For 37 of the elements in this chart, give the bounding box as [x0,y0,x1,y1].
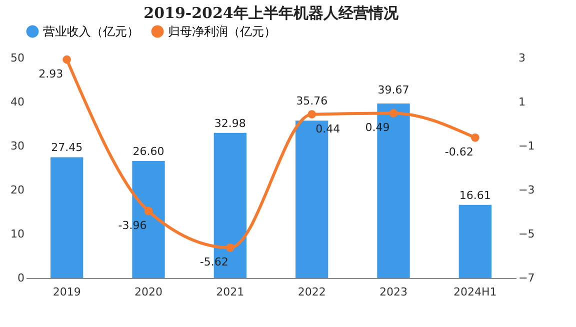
data-label: 26.60 [132,144,164,158]
x-tick-label: 2021 [216,286,244,298]
y-tick-label: 20 [10,184,24,196]
legend-label: 营业收入（亿元） [43,24,139,39]
data-label: 39.67 [378,83,410,96]
y-tick-label: 30 [10,140,24,152]
point [470,133,480,142]
data-label: 2.93 [38,68,64,81]
data-label: 35.76 [296,94,328,108]
y2-tick-label: 3 [518,52,526,64]
data-label: 16.61 [459,188,491,202]
point [308,110,316,118]
y2-tick-label: −7 [518,272,535,284]
y2-tick-label: −5 [518,228,535,240]
bar [50,157,84,278]
point [389,109,398,118]
y2-tick-label: 1 [518,96,526,108]
chart-title: 2019-2024年上半年机器人经营情况 [144,4,400,22]
y-tick-label: 40 [10,96,24,108]
point [62,55,72,64]
data-label: 27.45 [51,141,83,154]
point [226,243,234,252]
x-tick-label: 2020 [134,286,162,298]
y-tick-label: 50 [10,52,24,64]
data-label: 32.98 [214,116,246,130]
x-tick-label: 2023 [380,286,408,298]
x-tick-label: 2019 [52,286,81,298]
data-label: -0.62 [444,146,474,159]
legend-label: 归母净利润（亿元） [168,24,276,39]
point [144,206,153,216]
x-tick-label: 2022 [298,286,326,298]
y-tick-label: 0 [18,272,24,284]
bar [458,204,492,278]
y2-tick-label: −1 [518,140,535,152]
y2-tick-label: −3 [518,184,535,196]
y-tick-label: 10 [10,228,24,240]
x-tick-label: 2024H1 [454,286,497,298]
